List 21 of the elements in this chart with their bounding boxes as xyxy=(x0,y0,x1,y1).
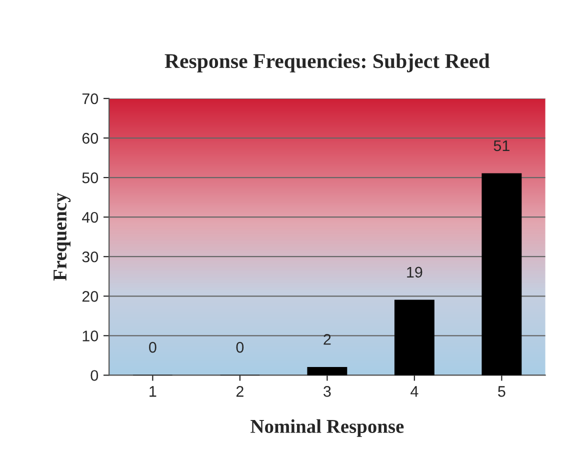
data-label: 0 xyxy=(236,342,244,353)
y-tick-label: 10 xyxy=(82,330,98,342)
y-tick-label: 20 xyxy=(82,291,98,302)
x-tick-label: 1 xyxy=(150,386,156,397)
y-tick-label: 30 xyxy=(82,251,98,262)
data-label: 51 xyxy=(494,140,510,152)
x-axis-title: Nominal Response xyxy=(250,419,404,437)
y-tick-label: 0 xyxy=(90,370,98,381)
data-label: 2 xyxy=(324,334,331,345)
y-tick-label: 50 xyxy=(82,172,98,184)
x-tick-label: 3 xyxy=(324,386,331,397)
y-tick-label: 40 xyxy=(82,212,98,223)
x-tick-label: 4 xyxy=(410,386,418,397)
y-axis-title: Frequency xyxy=(54,192,71,281)
x-tick-label: 2 xyxy=(236,386,244,397)
data-label: 0 xyxy=(149,342,156,353)
chart-title: Response Frequencies: Subject Reed xyxy=(164,53,490,72)
x-tick-label: 5 xyxy=(498,386,506,397)
y-tick-label: 60 xyxy=(82,132,98,144)
data-label: 19 xyxy=(407,266,422,278)
y-tick-label: 70 xyxy=(82,93,98,104)
